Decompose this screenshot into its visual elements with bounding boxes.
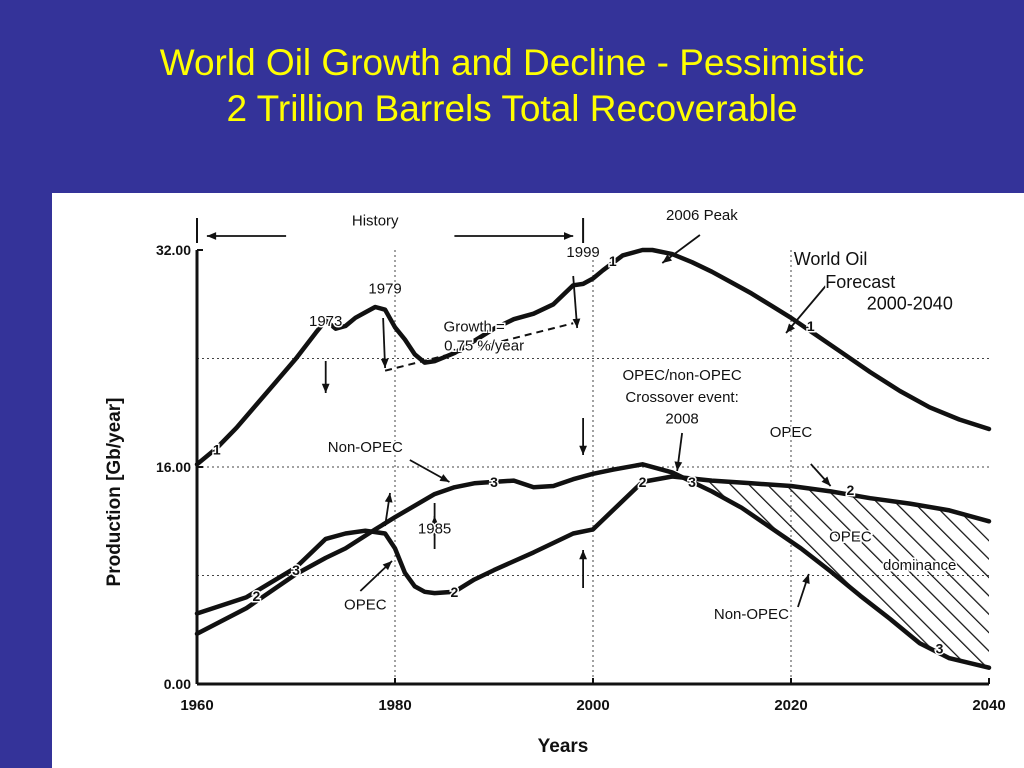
series-line-1 [194,247,992,467]
series-marker-1: 1 [807,318,815,334]
annotations: History 2006 Peak 1999 1979 1973 Growth = 0.75… [308,206,958,625]
annotation-label: Crossover event: [625,389,738,406]
slide-title: World Oil Growth and Decline - Pessimist… [0,40,1024,132]
chart-panel: 1960 1980 2000 2020 2040 0.00 16.00 32.00 Years P… [52,193,1024,768]
annotation-label: World Oil [794,249,868,269]
annotation-label: OPEC [770,424,813,441]
x-axis-label: Years [538,736,589,757]
annotation-label: Non-OPEC [328,439,403,456]
x-tick-label: 2040 [972,697,1005,714]
arrow-non-opec-forecast-head [802,574,810,584]
arrow-2006-peak-head [662,254,673,263]
annotation-label: Growth = [444,318,506,335]
annotation-label: 1985 [418,520,451,537]
annotation-label: OPEC [829,529,872,546]
annotation-label: 1979 [368,280,401,297]
arrow-world-oil [785,285,827,334]
series-marker-1: 1 [609,253,617,269]
arrow-1999-head [572,318,581,328]
series-line-3 [194,462,992,670]
oil-production-chart: 1960 1980 2000 2020 2040 0.00 16.00 32.00 Years P… [104,206,1006,757]
arrow-crossover-up-head [579,550,587,560]
series-marker-3: 3 [688,474,696,490]
arrow-1979-head [380,358,389,368]
annotation-label: 2008 [665,411,698,428]
slide-title-line-1: World Oil Growth and Decline - Pessimist… [159,42,865,83]
series-marker-2: 2 [639,474,647,490]
arrow-crossover-down-head [579,445,587,455]
arrow-non-opec-head [439,474,450,482]
annotation-arrows [196,218,832,608]
annotation-label: dominance [883,557,956,574]
chart-axes: 1960 1980 2000 2020 2040 0.00 16.00 32.00 Years P… [104,242,1006,757]
series-marker-2: 2 [847,482,855,498]
annotation-label: 1999 [566,244,599,261]
annotation-label: 1973 [309,313,342,330]
arrow-opec-forecast-head [821,476,831,486]
series-marker-2: 2 [253,588,261,604]
y-tick-label: 0.00 [164,676,191,692]
series-marker-3: 3 [292,562,300,578]
series-marker-3: 3 [490,474,498,490]
arrow-1985-top-head [384,493,393,503]
x-tick-label: 1980 [378,697,411,714]
annotation-label: OPEC/non-OPEC [622,367,741,384]
series-lines [194,247,992,670]
annotation-label: History [352,213,399,230]
arrow-crossover-head [674,461,683,471]
annotation-label: 0.75 %/year [444,337,524,354]
series-marker-3: 3 [936,641,944,657]
series-marker-1: 1 [213,441,221,457]
x-tick-label: 2000 [576,697,609,714]
annotation-label: Non-OPEC [714,606,789,623]
grid-lines [197,250,989,684]
y-axis-label: Production [Gb/year] [104,398,125,587]
annotation-label: 2006 Peak [666,207,738,224]
y-tick-label: 16.00 [156,459,191,475]
series-line-2 [194,474,992,616]
annotation-label: OPEC [344,596,387,613]
annotation-label: 2000-2040 [867,294,953,314]
series-marker-2: 2 [451,584,459,600]
arrow-1985-down-head [430,516,439,526]
x-tick-label: 2020 [774,697,807,714]
slide-title-line-2: 2 Trillion Barrels Total Recoverable [226,88,798,129]
arrow-world-oil-head [786,323,795,333]
growth-trend [384,322,574,372]
arrow-1973-head [321,383,330,393]
series-markers: 1 1 1 2 2 2 2 3 3 3 3 [211,251,945,658]
arrow-opec-hist-head [382,561,393,571]
history-arrow-left-head [206,232,217,240]
x-tick-label: 1960 [180,697,213,714]
history-arrow-right-head [563,232,574,240]
growth-trend-line [384,322,574,372]
y-tick-label: 32.00 [156,242,191,258]
annotation-label: Forecast [825,272,895,292]
